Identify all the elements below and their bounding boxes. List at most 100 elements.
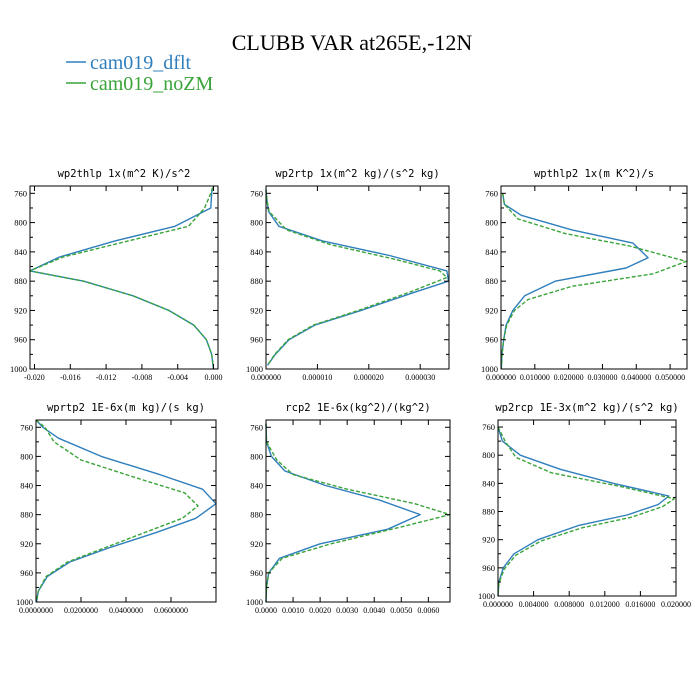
panel-title: wp2rcp 1E-3x(m^2 kg)/(s^2 kg): [495, 402, 678, 414]
series-line-dflt: [500, 193, 649, 370]
series-line-nozm: [265, 189, 448, 366]
x-tick-label: 0.0040: [363, 606, 385, 615]
x-tick-label: 0.008000: [554, 600, 584, 609]
x-tick-label: 0.000010: [302, 373, 332, 382]
y-tick-label: 1000: [246, 364, 263, 374]
x-tick-label: 0.000: [205, 373, 223, 382]
legend-label-nozm: cam019_noZM: [90, 73, 214, 95]
x-tick-label: 0.040000: [621, 373, 651, 382]
legend: cam019_dflt cam019_noZM: [66, 52, 214, 95]
y-tick-label: 840: [20, 481, 33, 491]
y-tick-label: 880: [250, 510, 263, 520]
y-tick-label: 800: [20, 451, 33, 461]
x-tick-label: 0.050000: [655, 373, 685, 382]
y-tick-label: 1000: [16, 597, 33, 607]
y-tick-label: 880: [482, 507, 495, 517]
y-tick-label: 840: [250, 247, 263, 257]
series-line-dflt: [497, 426, 670, 597]
x-tick-label: 0.016000: [625, 600, 655, 609]
y-tick-label: 960: [20, 568, 33, 578]
x-tick-label: 0.0060: [417, 606, 439, 615]
x-tick-label: 0.012000: [590, 600, 620, 609]
x-tick-label: 0.000000: [483, 600, 513, 609]
y-tick-label: 960: [485, 335, 498, 345]
x-tick-label: 0.0200000: [64, 606, 98, 615]
y-tick-label: 1000: [246, 597, 263, 607]
x-tick-label: 0.0000000: [19, 606, 53, 615]
panel-title: wpthlp2 1x(m K^2)/s: [534, 168, 654, 180]
x-tick-label: -0.012: [96, 373, 117, 382]
y-tick-label: 1000: [478, 591, 495, 601]
y-tick-label: 800: [485, 218, 498, 228]
series-line-dflt: [265, 189, 450, 366]
x-tick-label: 0.0600000: [154, 606, 188, 615]
y-tick-label: 960: [250, 335, 263, 345]
y-tick-label: 920: [14, 305, 27, 315]
x-tick-label: 0.000000: [251, 373, 281, 382]
series-line-dflt: [29, 187, 215, 370]
plot-frame: [500, 185, 688, 370]
y-tick-label: 760: [250, 422, 263, 432]
y-tick-label: 800: [482, 450, 495, 460]
x-tick-label: 0.0050: [390, 606, 412, 615]
x-tick-label: 0.0010: [282, 606, 304, 615]
y-tick-label: 920: [250, 539, 263, 549]
x-tick-label: 0.004000: [519, 600, 549, 609]
x-tick-label: 0.0020: [309, 606, 331, 615]
series-line-nozm: [265, 423, 451, 603]
y-tick-label: 1000: [481, 364, 498, 374]
y-tick-label: 800: [250, 218, 263, 228]
series-line-dflt: [265, 423, 421, 603]
x-tick-label: -0.004: [167, 373, 188, 382]
x-tick-label: 0.000030: [405, 373, 435, 382]
y-tick-label: 960: [482, 563, 495, 573]
y-tick-label: 1000: [10, 364, 27, 374]
y-tick-label: 800: [14, 218, 27, 228]
panel-4: wprtp2 1E-6x(m kg)/(s kg) 760 800 840 880 920…: [16, 402, 217, 615]
y-tick-label: 760: [20, 422, 33, 432]
y-tick-label: 840: [482, 478, 495, 488]
y-tick-label: 960: [250, 568, 263, 578]
panel-3: wpthlp2 1x(m K^2)/s 760 800 840 880 920 960 100…: [481, 168, 688, 382]
x-tick-label: -0.016: [60, 373, 81, 382]
series-line-nozm: [29, 187, 215, 370]
panel-1: wp2thlp 1x(m^2 K)/s^2 760 800 840 880 920 960 1…: [10, 168, 223, 382]
x-tick-label: 0.020000: [554, 373, 584, 382]
y-tick-label: 920: [482, 535, 495, 545]
x-tick-label: 0.0400000: [109, 606, 143, 615]
legend-label-dflt: cam019_dflt: [90, 52, 192, 74]
panel-6: wp2rcp 1E-3x(m^2 kg)/(s^2 kg)760 800 840 88…: [478, 402, 691, 609]
series-line-nozm: [497, 426, 675, 597]
y-tick-label: 880: [20, 510, 33, 520]
x-tick-label: 0.0030: [336, 606, 358, 615]
y-tick-label: 880: [14, 276, 27, 286]
series-line-nozm: [500, 193, 687, 370]
x-tick-label: 0.020000: [661, 600, 691, 609]
y-tick-label: 760: [14, 188, 27, 198]
plot-frame: [29, 185, 219, 370]
panel-title: wprtp2 1E-6x(m kg)/(s kg): [47, 402, 205, 414]
y-tick-label: 760: [482, 422, 495, 432]
plot-frame: [265, 185, 450, 370]
figure-title: CLUBB VAR at265E,-12N: [232, 30, 473, 55]
panel-2: wp2rtp 1x(m^2 kg)/(s^2 kg) 760 800 840 880 92…: [246, 168, 450, 382]
y-tick-label: 840: [250, 481, 263, 491]
y-tick-label: 760: [250, 188, 263, 198]
plot-frame: [265, 419, 451, 603]
series-line-dflt: [35, 419, 217, 603]
x-tick-label: 0.000000: [486, 373, 516, 382]
y-tick-label: 880: [485, 276, 498, 286]
panel-title: rcp2 1E-6x(kg^2)/(kg^2): [285, 402, 430, 414]
x-tick-label: -0.020: [24, 373, 45, 382]
y-tick-label: 800: [250, 451, 263, 461]
panel-5: rcp2 1E-6x(kg^2)/(kg^2) 760 800 840 880 920 96…: [246, 402, 451, 615]
y-tick-label: 760: [485, 188, 498, 198]
y-tick-label: 920: [485, 305, 498, 315]
y-tick-label: 840: [485, 247, 498, 257]
series-line-nozm: [35, 419, 199, 603]
x-tick-label: -0.008: [132, 373, 153, 382]
x-tick-label: 0.0000: [255, 606, 277, 615]
x-tick-label: 0.010000: [520, 373, 550, 382]
y-tick-label: 880: [250, 276, 263, 286]
